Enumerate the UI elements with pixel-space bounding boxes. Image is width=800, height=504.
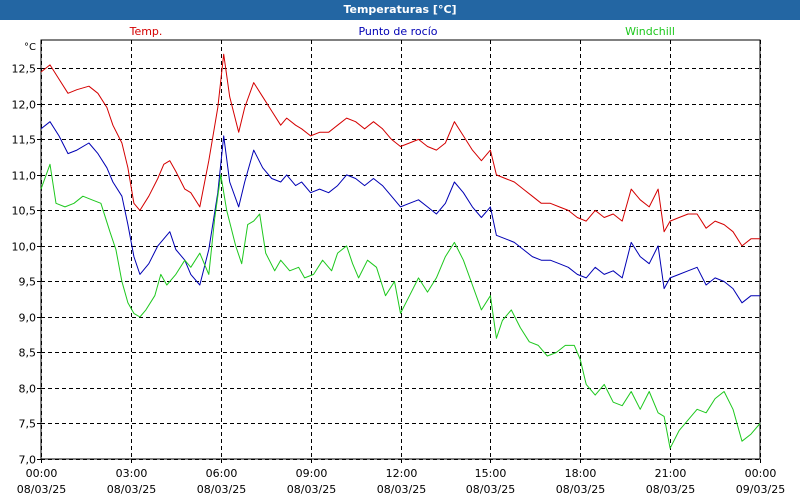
y-tick-label: 10,0 <box>12 241 37 254</box>
axes: 7,0 7,5 8,0 8,5 9,0 9,5 10,0 10,5 11,0 11,5 12,0 12… <box>12 42 786 496</box>
x-tick-time-label: 21:00 <box>655 467 687 480</box>
y-tick-label: 8,5 <box>19 347 37 360</box>
x-tick-time-label: 18:00 <box>565 467 597 480</box>
y-tick-label: 7,0 <box>19 454 37 467</box>
x-tick-date-label: 08/03/25 <box>287 483 336 496</box>
x-tick-date-label: 09/03/25 <box>736 483 785 496</box>
y-axis-unit-label: °C <box>24 42 36 53</box>
grid <box>40 39 761 460</box>
temperature-chart: 7,0 7,5 8,0 8,5 9,0 9,5 10,0 10,5 11,0 11,5 12,0 12… <box>12 25 786 496</box>
x-tick-date-label: 08/03/25 <box>556 483 605 496</box>
y-tick-label: 8,0 <box>19 383 37 396</box>
y-tick-label: 10,5 <box>12 205 37 218</box>
x-tick-date-label: 08/03/25 <box>17 483 66 496</box>
x-tick-time-label: 09:00 <box>296 467 328 480</box>
y-tick-label: 11,0 <box>12 170 37 183</box>
legend-entry-2: Punto de rocío <box>358 25 437 38</box>
x-tick-date-label: 08/03/25 <box>197 483 246 496</box>
chart-title: Temperaturas [°C] <box>343 3 457 16</box>
chart-area: 7,0 7,5 8,0 8,5 9,0 9,5 10,0 10,5 11,0 11,5 12,0 12… <box>0 20 800 500</box>
x-tick-date-label: 08/03/25 <box>466 483 515 496</box>
series-lines <box>40 53 761 449</box>
x-tick-time-label: 03:00 <box>116 467 148 480</box>
x-tick-time-label: 15:00 <box>475 467 507 480</box>
legend-entry-3: Windchill <box>625 25 675 38</box>
chart-title-bar: Temperaturas [°C] <box>0 0 800 20</box>
x-tick-time-label: 00:00 <box>745 467 777 480</box>
y-tick-label: 11,5 <box>12 134 37 147</box>
x-tick-date-label: 08/03/25 <box>377 483 426 496</box>
y-tick-label: 7,5 <box>19 418 37 431</box>
legend: Temp. Punto de rocío Windchill <box>129 25 675 38</box>
x-tick-date-label: 08/03/25 <box>646 483 695 496</box>
y-tick-label: 9,5 <box>19 276 37 289</box>
series-line-1 <box>40 53 760 247</box>
series-line-3 <box>40 163 761 449</box>
y-tick-label: 12,0 <box>12 99 37 112</box>
y-tick-label: 9,0 <box>19 312 37 325</box>
series-line-2 <box>40 121 760 304</box>
legend-entry-1: Temp. <box>129 25 163 38</box>
y-tick-label: 12,5 <box>12 63 37 76</box>
x-tick-date-label: 08/03/25 <box>107 483 156 496</box>
x-tick-time-label: 06:00 <box>206 467 238 480</box>
x-tick-time-label: 00:00 <box>26 467 58 480</box>
x-tick-time-label: 12:00 <box>386 467 418 480</box>
plot-frame <box>40 39 761 460</box>
